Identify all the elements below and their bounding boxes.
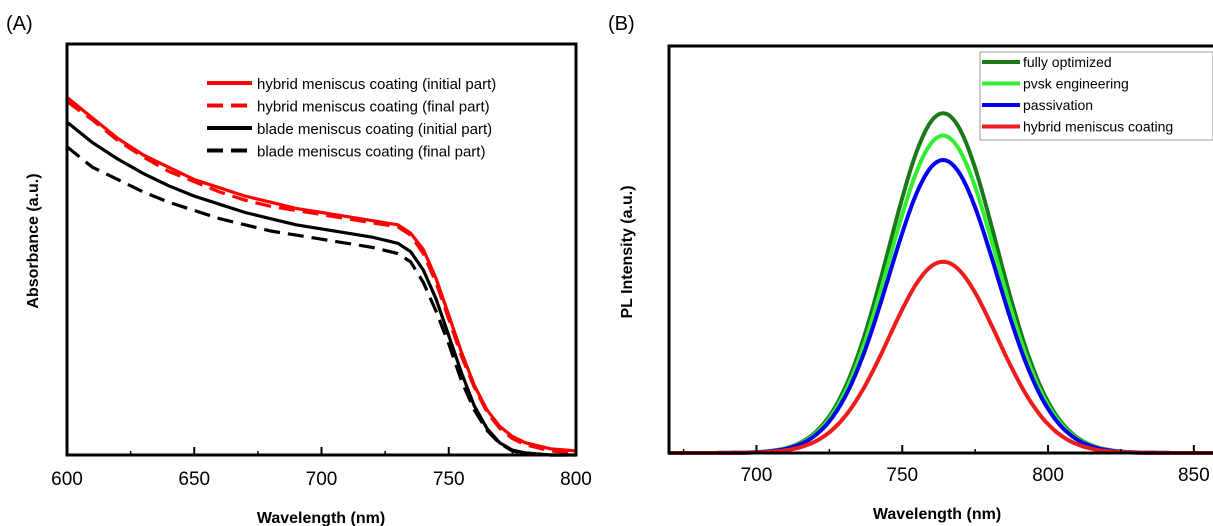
panel-a-x-ticks: 600 650 700 750 800 <box>51 447 592 490</box>
panel-a-x-tick-label: 700 <box>306 469 338 490</box>
panel-a-series-3-line <box>65 120 576 457</box>
panel-a-plot-area <box>65 96 577 457</box>
panel-b-label: (B) <box>608 13 635 35</box>
panel-b-legend: fully optimized pvsk engineering passivati… <box>979 51 1213 141</box>
panel-b: (B) 700 750 800 850 Wavelength (nm) PL Inte… <box>608 13 1213 523</box>
panel-a-legend-label-2: hybrid meniscus coating (final part) <box>257 99 490 116</box>
panel-a-series-2-line <box>66 100 577 455</box>
panel-a-x-tick-label: 800 <box>560 469 592 490</box>
panel-b-y-axis-title: PL Intensity (a.u.) <box>619 185 636 318</box>
panel-b-series-passivation-line <box>669 158 1213 455</box>
panel-a-legend-label-1: hybrid meniscus coating (initial part) <box>257 76 496 93</box>
panel-b-x-tick-label: 750 <box>886 465 918 486</box>
panel-a-x-tick-label: 750 <box>433 469 465 490</box>
panel-a-x-tick-label: 650 <box>178 469 210 490</box>
panel-a-series-4-line <box>65 145 576 457</box>
panel-b-x-ticks: 700 750 800 850 <box>682 445 1210 486</box>
panel-b-legend-label-2: pvsk engineering <box>1023 76 1129 92</box>
panel-b-plot-area <box>669 111 1213 455</box>
panel-a: (A) 600 650 700 750 800 Wavelength (nm) Abso… <box>6 13 592 526</box>
panel-b-legend-box <box>979 51 1213 141</box>
panel-b-x-axis-title: Wavelength (nm) <box>873 506 1001 523</box>
panel-b-x-tick-label: 700 <box>741 465 773 486</box>
panel-b-axes-frame <box>667 44 1213 455</box>
panel-a-x-tick-label: 600 <box>51 469 83 490</box>
panel-a-x-axis-title: Wavelength (nm) <box>257 510 385 526</box>
panel-b-x-tick-label: 850 <box>1178 465 1210 486</box>
panel-b-legend-label-4: hybrid meniscus coating <box>1023 119 1173 135</box>
panel-a-legend: hybrid meniscus coating (initial part) hy… <box>207 76 496 161</box>
panel-b-legend-label-1: fully optimized <box>1023 54 1112 70</box>
panel-a-axes-frame <box>65 42 578 457</box>
panel-b-x-tick-label: 800 <box>1032 465 1064 486</box>
panel-b-series-fully-optimized-line <box>669 111 1213 455</box>
panel-a-legend-label-3: blade meniscus coating (initial part) <box>257 121 492 138</box>
panel-b-legend-label-3: passivation <box>1023 97 1093 113</box>
panel-b-series-pvsk-engineering-line <box>669 133 1213 455</box>
panel-b-series-hybrid-meniscus-coating-line <box>669 259 1213 455</box>
panel-a-legend-label-4: blade meniscus coating (final part) <box>257 144 485 161</box>
panel-a-label: (A) <box>6 13 33 35</box>
panel-a-y-axis-title: Absorbance (a.u.) <box>25 173 42 308</box>
